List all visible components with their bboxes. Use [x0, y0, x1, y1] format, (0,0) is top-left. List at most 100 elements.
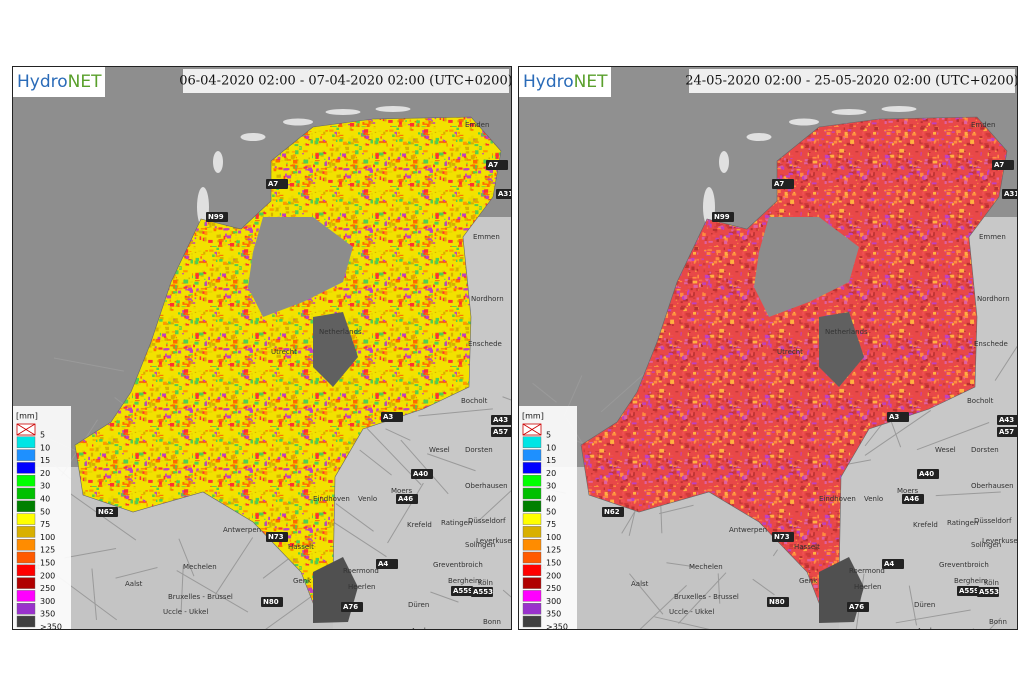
legend-label: 20 [546, 469, 556, 478]
place-label: Uccle - Ukkel [669, 608, 714, 616]
island [719, 151, 729, 173]
place-label: Emmen [473, 233, 500, 241]
place-label: Heerlen [348, 583, 375, 591]
map-panel: Emden Emmen Nordhorn Netherlands Enschede Boc… [12, 66, 512, 630]
place-label: Dorsten [465, 446, 493, 454]
place-label: Enschede [468, 340, 502, 348]
place-label: Hasselt [288, 543, 314, 551]
road [64, 547, 117, 559]
road-badge [266, 532, 288, 542]
island [283, 118, 313, 126]
place-label: Aalst [125, 580, 143, 588]
rainfall-area [74, 116, 502, 604]
road [335, 503, 374, 532]
place-label: Nordhorn [977, 295, 1010, 303]
place-label: Roermond [849, 567, 885, 575]
legend-swatch [522, 539, 542, 551]
road-badge [847, 602, 869, 612]
legend-label: 75 [546, 520, 556, 529]
legend-swatch [522, 436, 542, 448]
legend-cross [16, 423, 36, 436]
lake [754, 217, 859, 317]
place-label: Moers [391, 487, 413, 495]
legend-label: 250 [546, 584, 561, 593]
road-label: A7 [994, 161, 1004, 169]
legend-label: 10 [546, 443, 556, 452]
island [789, 118, 819, 126]
place-label: Nordhorn [471, 295, 504, 303]
place-label: Dorsten [971, 446, 999, 454]
road-label: A559 [959, 587, 979, 595]
legend-swatch [16, 590, 36, 602]
title: 06-04-2020 02:00 - 07-04-2020 02:00 (UTC… [179, 74, 512, 89]
road-label: A4 [378, 560, 388, 568]
legend-title: [mm] [16, 412, 38, 421]
place-label: Antwerpen [223, 526, 261, 534]
road-badge [471, 587, 493, 597]
legend-label: 300 [546, 597, 561, 606]
logo-hydro: Hydro [523, 72, 574, 92]
legend-label: 100 [40, 533, 55, 542]
logo-hydro: Hydro [17, 72, 68, 92]
road-label: A76 [849, 603, 864, 611]
road-label: N62 [604, 508, 620, 516]
road [115, 567, 158, 579]
legend-swatch [522, 526, 542, 538]
legend-swatch [16, 539, 36, 551]
road-label: A3 [383, 413, 393, 421]
legend-swatch [522, 487, 542, 500]
road-label: A4 [884, 560, 894, 568]
road [400, 439, 449, 495]
rainfall-area [580, 116, 1008, 604]
legend-label: 5 [40, 431, 45, 440]
road-label: A3 [889, 413, 899, 421]
legend-label: 200 [546, 571, 561, 580]
place-label: Leverkusen [476, 537, 512, 545]
lake [248, 217, 353, 317]
road-label: N73 [774, 533, 790, 541]
road-badge [381, 412, 403, 422]
road [178, 538, 195, 577]
road-badge [997, 427, 1017, 437]
road-badge [376, 559, 398, 569]
road-label: A553 [473, 588, 493, 596]
place-label: Wesel [935, 446, 956, 454]
place-label: Solingen [971, 541, 1001, 549]
road-badge [411, 469, 433, 479]
place-label: Antwerpen [729, 526, 767, 534]
legend-label: 200 [40, 571, 55, 580]
place-label: Ratingen [441, 519, 472, 527]
legend-swatch [522, 500, 542, 512]
road-badge [491, 415, 511, 425]
legend-label: 40 [40, 495, 50, 504]
road [659, 504, 694, 515]
road [752, 578, 775, 596]
place-label: Leverkusen [982, 537, 1018, 545]
road [180, 565, 184, 615]
legend-swatch [16, 449, 36, 461]
road-label: A7 [268, 180, 278, 188]
legend-swatch [16, 526, 36, 538]
road-badge [491, 427, 511, 437]
map: Emden Emmen Nordhorn Netherlands Enschede Boc… [519, 67, 1018, 629]
road [418, 408, 493, 417]
legend-swatch [16, 603, 36, 615]
road-badge [602, 507, 624, 517]
place-label: Solingen [465, 541, 495, 549]
road [639, 585, 687, 629]
road [70, 493, 137, 541]
road [532, 382, 557, 403]
legend-label: 150 [546, 559, 561, 568]
road [430, 591, 459, 603]
island [746, 133, 772, 141]
legend-swatch [16, 462, 36, 474]
legend-swatch [16, 513, 36, 525]
place-label: Bruxelles - Brussel [674, 593, 739, 601]
place-label: Venlo [864, 495, 883, 503]
legend-label: >350 [40, 623, 62, 631]
road-badge [992, 160, 1014, 170]
place-label: Utrecht [271, 348, 297, 356]
legend-swatch [522, 615, 542, 628]
legend-label: 75 [40, 520, 50, 529]
